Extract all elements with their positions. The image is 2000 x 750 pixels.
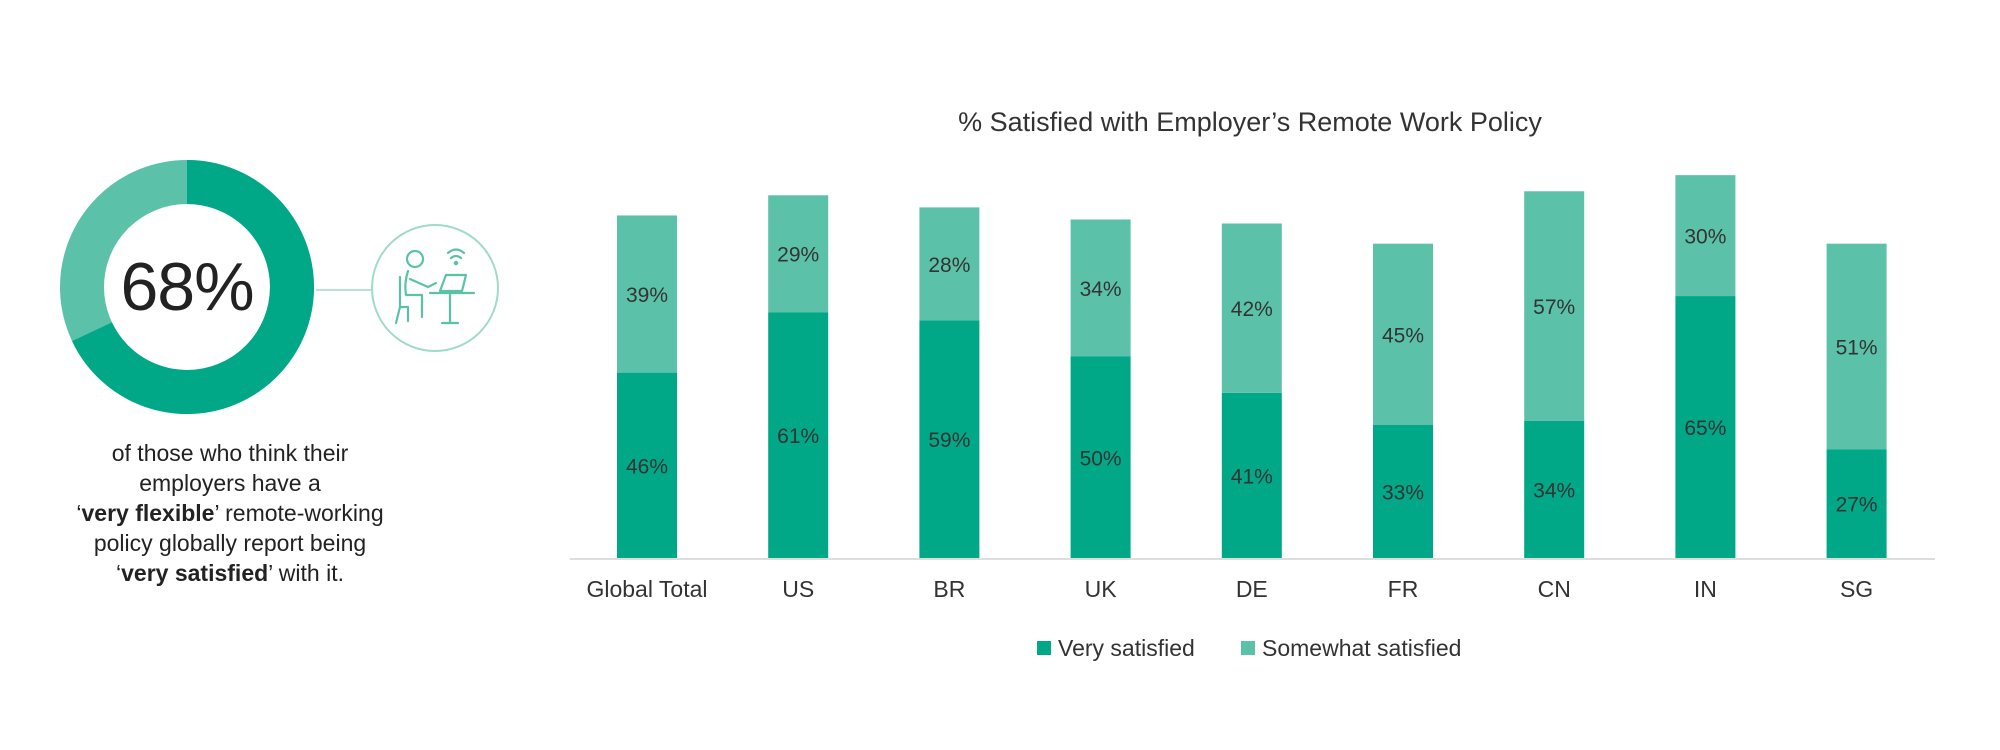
bar-very-satisfied-de — [1221, 392, 1282, 558]
data-label-very-satisfied-br: 59% — [928, 429, 970, 452]
data-label-very-satisfied-de: 41% — [1231, 465, 1273, 488]
bar-somewhat-satisfied-uk — [1070, 219, 1131, 357]
bar-somewhat-satisfied-cn — [1524, 191, 1585, 421]
data-label-somewhat-satisfied-fr: 45% — [1382, 324, 1424, 347]
bar-somewhat-satisfied-br — [919, 207, 980, 321]
bar-somewhat-satisfied-in — [1675, 175, 1736, 297]
x-tick-de: DE — [1236, 576, 1268, 602]
data-label-somewhat-satisfied-de: 42% — [1231, 298, 1273, 321]
x-tick-labels: Global Total US BR UK DE FR CN IN SG — [586, 576, 1873, 602]
remote-worker-icon — [371, 224, 499, 352]
x-tick-in: IN — [1694, 576, 1717, 602]
data-label-very-satisfied-fr: 33% — [1382, 482, 1424, 505]
bar-very-satisfied-in — [1675, 296, 1736, 558]
data-label-very-satisfied-in: 65% — [1684, 417, 1726, 440]
chart-legend: Very satisfied Somewhat satisfied — [1037, 635, 1461, 661]
data-label-somewhat-satisfied-sg: 51% — [1836, 336, 1878, 359]
data-label-somewhat-satisfied-global-total: 39% — [626, 284, 668, 307]
chart-title: % Satisfied with Employer’s Remote Work … — [958, 107, 1542, 137]
bars-layer — [617, 175, 1887, 558]
bar-very-satisfied-sg — [1826, 449, 1887, 558]
bar-very-satisfied-uk — [1070, 356, 1131, 558]
stat-donut-chart — [60, 160, 314, 414]
caption-line: ‘very flexible’ remote-working — [76, 500, 384, 526]
caption-line: ‘very satisfied’ with it. — [116, 560, 344, 586]
data-label-somewhat-satisfied-uk: 34% — [1080, 278, 1122, 301]
caption-line: of those who think their — [111, 440, 349, 466]
data-label-somewhat-satisfied-cn: 57% — [1533, 296, 1575, 319]
legend-swatch-very-satisfied — [1037, 641, 1051, 655]
connector-line — [316, 289, 372, 291]
bar-very-satisfied-us — [768, 312, 829, 558]
x-tick-br: BR — [933, 576, 965, 602]
caption-line: policy globally report being — [93, 530, 367, 556]
bar-very-satisfied-global-total — [617, 372, 677, 558]
legend-swatch-somewhat-satisfied — [1241, 641, 1255, 655]
bar-somewhat-satisfied-sg — [1826, 243, 1887, 450]
legend-label-somewhat-satisfied: Somewhat satisfied — [1262, 635, 1461, 661]
data-label-very-satisfied-us: 61% — [777, 425, 819, 448]
x-tick-cn: CN — [1538, 576, 1571, 602]
x-tick-fr: FR — [1388, 576, 1419, 602]
bar-somewhat-satisfied-global-total — [617, 215, 677, 373]
data-label-somewhat-satisfied-br: 28% — [928, 254, 970, 277]
x-tick-uk: UK — [1085, 576, 1118, 602]
bar-very-satisfied-fr — [1373, 425, 1433, 558]
bar-somewhat-satisfied-us — [768, 195, 829, 313]
stat-panel: 68% of those who think their employers h… — [0, 0, 540, 750]
caption-emphasis: very satisfied — [121, 560, 269, 586]
bar-somewhat-satisfied-de — [1221, 223, 1282, 393]
data-label-very-satisfied-cn: 34% — [1533, 479, 1575, 502]
donut-highlight — [72, 160, 314, 414]
data-label-very-satisfied-global-total: 46% — [626, 455, 668, 478]
stat-value: 68% — [120, 249, 254, 325]
labels-layer: 46% 39% 61% 29% 59% 28% 50% 34% 41% 42% 33% 45% 34% 5… — [626, 226, 1878, 517]
data-label-very-satisfied-sg: 27% — [1836, 494, 1878, 517]
legend-label-very-satisfied: Very satisfied — [1058, 635, 1195, 661]
bar-very-satisfied-br — [919, 320, 980, 558]
bar-very-satisfied-cn — [1524, 420, 1585, 558]
data-label-somewhat-satisfied-in: 30% — [1684, 226, 1726, 249]
data-label-very-satisfied-uk: 50% — [1080, 447, 1122, 470]
data-label-somewhat-satisfied-us: 29% — [777, 244, 819, 267]
x-tick-global-total: Global Total — [586, 576, 707, 602]
stat-caption: of those who think their employers have … — [40, 438, 420, 588]
bar-somewhat-satisfied-fr — [1373, 243, 1433, 426]
x-tick-sg: SG — [1840, 576, 1873, 602]
x-tick-us: US — [782, 576, 814, 602]
caption-line: employers have a — [139, 470, 321, 496]
caption-emphasis: very flexible — [81, 500, 215, 526]
